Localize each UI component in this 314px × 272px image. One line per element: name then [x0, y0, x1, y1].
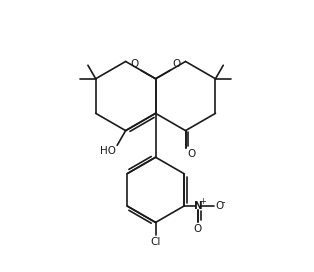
Text: O: O [130, 59, 138, 69]
Text: Cl: Cl [150, 237, 161, 247]
Text: N: N [194, 201, 202, 211]
Text: O: O [194, 224, 202, 234]
Text: O: O [173, 59, 181, 69]
Text: HO: HO [100, 147, 116, 156]
Text: O: O [215, 201, 223, 211]
Text: -: - [221, 197, 225, 207]
Text: O: O [187, 149, 195, 159]
Text: +: + [200, 197, 207, 206]
